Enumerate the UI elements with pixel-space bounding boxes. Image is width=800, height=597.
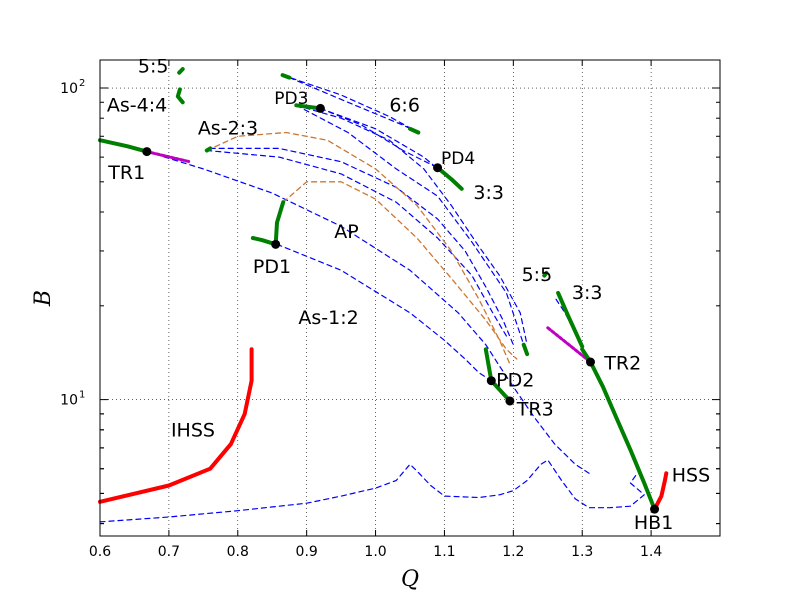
blue-branch-curve <box>99 459 645 523</box>
x-axis-label: Q <box>401 567 419 592</box>
annotation-label: IHSS <box>171 420 215 442</box>
annotation-label: As-2:3 <box>198 117 258 139</box>
x-tick-label: 1.2 <box>502 544 524 560</box>
y-tick-base: 10 <box>60 393 78 409</box>
green-branch-curve <box>588 360 657 512</box>
green-branch-curve <box>177 67 185 75</box>
x-tick-label: 0.6 <box>89 544 111 560</box>
annotation-label: As-1:2 <box>298 307 358 329</box>
annotation-label: 5:5 <box>138 56 169 78</box>
green-branch-curve <box>98 138 149 154</box>
red-branch-curve <box>98 347 254 504</box>
point-hb1 <box>650 504 660 514</box>
green-branch-curve <box>204 146 213 153</box>
blue-branch-curve <box>209 147 514 346</box>
green-branch-curve <box>175 87 185 105</box>
annotation-label: HSS <box>672 465 710 487</box>
x-tick-label: 1.3 <box>571 544 593 560</box>
y-tick-exponent: 2 <box>79 78 85 89</box>
green-branch-curve <box>556 290 585 349</box>
point-tr1 <box>142 147 152 157</box>
point-pd4 <box>433 163 443 173</box>
annotations: 5:5 As-4:4 As-2:3 TR1 PD3 6:6 PD4 3:3 AP PD1 5:5 3:… <box>107 56 710 534</box>
green-branch-curve <box>250 236 278 247</box>
y-tick-base: 10 <box>60 81 78 97</box>
green-branch-curve <box>435 165 464 191</box>
annotation-label: 6:6 <box>389 95 420 117</box>
annotation-label: TR2 <box>603 352 641 374</box>
annotation-label: PD1 <box>253 256 291 278</box>
annotation-label: AP <box>334 221 358 243</box>
annotation-label: PD4 <box>441 149 475 169</box>
bifurcation-points <box>142 103 660 514</box>
green-branch-curve <box>542 270 549 278</box>
green-branch-curve <box>280 73 292 80</box>
green-branch-curve <box>521 342 530 357</box>
blue-branch-curve <box>288 76 419 134</box>
torus-branch-curve <box>546 326 592 364</box>
x-tick-label: 0.8 <box>227 544 249 560</box>
x-tick-label: 0.7 <box>158 544 180 560</box>
blue-branch-curve <box>146 151 590 474</box>
annotation-label: TR1 <box>107 162 145 184</box>
secondary-branch-curve <box>282 181 518 360</box>
blue-branch-curve <box>206 149 507 337</box>
y-tick-exponent: 1 <box>79 390 85 401</box>
secondary-branch-curve <box>206 131 511 365</box>
green-branch-curve <box>408 126 421 135</box>
point-tr3 <box>505 396 515 406</box>
blue-branch-curve <box>282 74 419 134</box>
point-pd3 <box>315 103 325 113</box>
point-tr2 <box>585 357 595 367</box>
blue-branch-curve <box>295 104 528 346</box>
blue-branch-curve <box>276 243 492 382</box>
point-pd2 <box>486 376 496 386</box>
torus-branch-curve <box>145 150 192 164</box>
x-tick-label: 1.0 <box>364 544 386 560</box>
x-tick-label: 1.1 <box>433 544 455 560</box>
annotation-label: 3:3 <box>572 282 603 304</box>
red-branch-curve <box>652 471 669 512</box>
x-tick-label: 1.4 <box>640 544 662 560</box>
x-tick-label: 0.9 <box>296 544 318 560</box>
annotation-label: PD2 <box>496 370 534 392</box>
plot-frame <box>99 59 721 537</box>
point-pd1 <box>271 239 281 249</box>
blue-branch-curve <box>319 107 439 169</box>
annotation-label: 3:3 <box>473 182 504 204</box>
curves <box>98 67 669 523</box>
annotation-label: PD3 <box>274 89 308 109</box>
y-axis-label: B <box>31 290 56 307</box>
y-tick-label: 10 <box>60 81 78 97</box>
annotation-label: As-4:4 <box>107 95 167 117</box>
annotation-label: TR3 <box>516 398 554 420</box>
annotation-label: 5:5 <box>522 264 553 286</box>
y-tick-label: 10 <box>60 393 78 409</box>
blue-branch-curve <box>295 104 525 346</box>
green-branch-curve <box>273 200 286 247</box>
annotation-label: HB1 <box>634 512 673 534</box>
